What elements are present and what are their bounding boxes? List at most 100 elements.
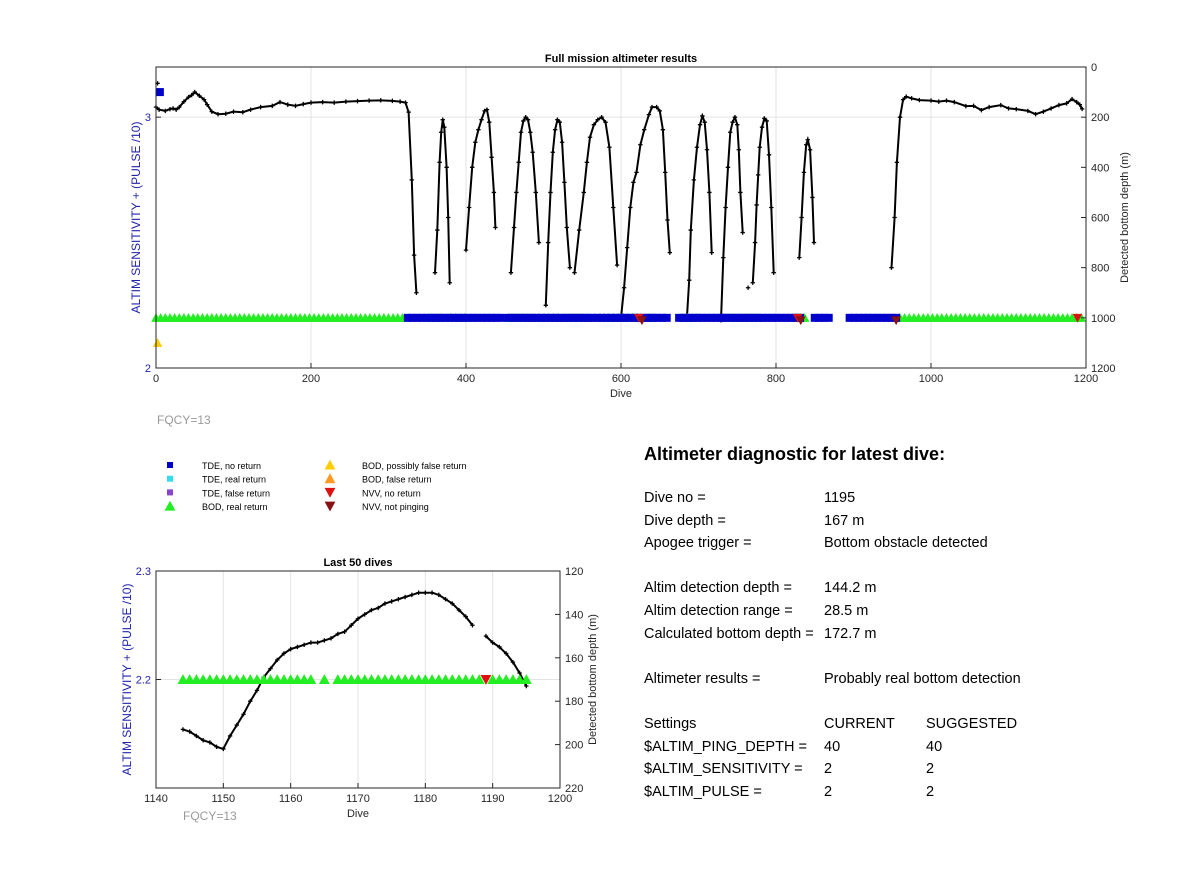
current-header: CURRENT (824, 715, 895, 732)
depth-point (315, 640, 320, 645)
detection-range-label: Altim detection range = (644, 602, 793, 619)
y2-tick-label: 1000 (1091, 313, 1115, 325)
altim-marker (422, 313, 431, 322)
depth-point (687, 278, 692, 283)
altim-marker (658, 313, 667, 322)
y2-tick-label: 120 (565, 566, 583, 578)
depth-point (707, 190, 712, 195)
fqcy-annotation: FQCY=13 (157, 413, 211, 427)
altim-marker (579, 313, 588, 322)
series-nvv-no-return (480, 675, 492, 685)
altim-marker (679, 313, 688, 322)
depth-point (493, 225, 498, 230)
depth-point (301, 101, 306, 107)
legend-marker (167, 475, 173, 482)
y-tick-label: 2 (145, 363, 151, 375)
depth-point (231, 109, 236, 114)
bottom-depth-label: Calculated bottom depth = (644, 625, 814, 642)
depth-point (435, 227, 440, 233)
depth-point (369, 607, 374, 613)
legend-marker (324, 459, 336, 470)
depth-point (688, 227, 693, 233)
depth-point (432, 270, 438, 275)
chart-title: Last 50 dives (323, 557, 392, 569)
altim-marker (786, 313, 795, 322)
altim-marker (464, 313, 473, 322)
depth-point (489, 155, 494, 160)
depth-point (801, 170, 807, 175)
altim-marker (565, 313, 574, 322)
depth-point (998, 102, 1003, 108)
depth-point (167, 106, 173, 112)
depth-line (182, 591, 474, 751)
setting-name: $ALTIM_PING_DEPTH = (644, 738, 807, 755)
altim-marker (882, 313, 891, 322)
depth-point (396, 597, 401, 602)
depth-point (470, 623, 475, 628)
altim-marker (740, 313, 749, 322)
depth-point (177, 104, 182, 110)
y-axis-label: ALTIM SENSITIVITY + (PULSE /10) (120, 584, 134, 776)
depth-point (320, 99, 325, 105)
depth-point (470, 165, 475, 170)
x-tick-label: 600 (612, 373, 630, 385)
altim-marker (592, 313, 601, 322)
depth-point (766, 152, 772, 157)
depth-point (436, 592, 441, 598)
altim-marker (504, 313, 513, 322)
depth-point (572, 270, 577, 275)
depth-point (759, 125, 765, 130)
apogee-label: Apogee trigger = (644, 535, 752, 552)
altim-marker (305, 674, 317, 684)
depth-point (735, 122, 740, 127)
spacer (644, 555, 1184, 578)
altim-marker (763, 313, 772, 322)
y-tick-label: 3 (145, 112, 151, 124)
depth-point (439, 130, 444, 135)
x-tick-label: 1200 (1074, 373, 1098, 385)
legend-marker (324, 501, 336, 512)
depth-point (516, 160, 521, 165)
depth-point (587, 135, 593, 140)
altim-marker (675, 313, 684, 322)
depth-point (491, 190, 497, 195)
depth-point (1048, 106, 1054, 111)
depth-point (709, 250, 714, 255)
altim-marker (569, 313, 578, 322)
depth-point (483, 633, 489, 639)
depth-point (281, 651, 287, 656)
depth-point (214, 744, 219, 749)
setting-suggested: 2 (926, 783, 935, 800)
altim-marker (606, 313, 615, 322)
altim-marker (155, 88, 164, 97)
apogee-value: Bottom obstacle detected (824, 535, 988, 552)
y-tick-label: 2.3 (136, 566, 151, 578)
depth-point (443, 597, 448, 602)
depth-point (584, 160, 590, 165)
depth-point (293, 103, 298, 109)
depth-point (349, 623, 354, 628)
depth-line (544, 117, 571, 306)
y2-tick-label: 1200 (1091, 363, 1115, 375)
chart-title: Full mission altimeter results (545, 53, 697, 65)
depth-point (1074, 99, 1079, 105)
legend-marker (164, 500, 176, 511)
altim-marker (707, 313, 716, 322)
depth-point (376, 605, 381, 611)
altim-marker (768, 313, 777, 322)
depth-line (573, 115, 619, 273)
depth-point (463, 247, 469, 253)
depth-point (528, 130, 533, 135)
depth-point (429, 590, 435, 595)
y2-tick-label: 140 (565, 609, 583, 621)
depth-point (409, 177, 414, 183)
altim-marker (413, 313, 422, 322)
altim-marker (450, 313, 459, 322)
depth-point (952, 99, 957, 105)
depth-point (409, 592, 415, 598)
altim-marker (496, 313, 505, 322)
y2-tick-label: 160 (565, 653, 583, 665)
depth-point (397, 99, 403, 104)
altim-marker (644, 313, 653, 322)
depth-point (723, 205, 728, 210)
